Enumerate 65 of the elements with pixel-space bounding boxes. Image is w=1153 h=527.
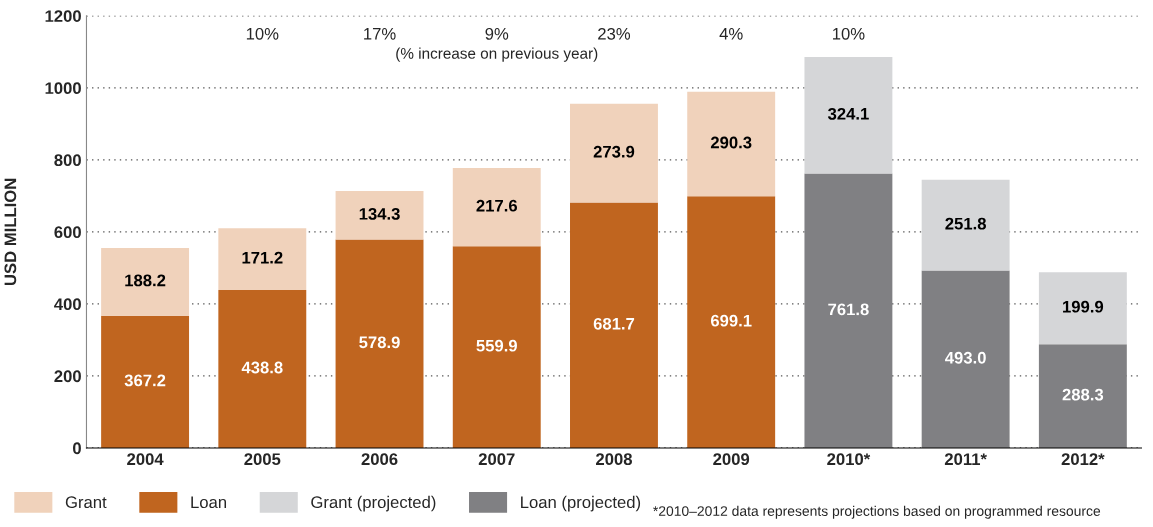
y-axis-title: USD MILLION	[4, 178, 17, 286]
bar	[921, 270, 1010, 448]
data-label: 559.9	[476, 339, 517, 352]
legend-label: Grant (projected)	[311, 495, 436, 512]
annotation: 4%	[719, 28, 743, 40]
annotation: (% increase on previous year)	[396, 47, 598, 62]
bar	[218, 228, 307, 290]
x-tick-label: 2006	[361, 453, 398, 466]
bar	[452, 167, 541, 247]
x-tick-label: 2010*	[827, 453, 871, 466]
data-label: 171.2	[242, 251, 283, 264]
bar	[1038, 272, 1127, 345]
x-tick-label: 2008	[596, 453, 632, 466]
y-tick-label: 400	[54, 298, 81, 311]
y-tick-label: 1200	[45, 10, 81, 23]
bar	[335, 239, 424, 448]
annotation: 10%	[833, 27, 865, 40]
legend-label: Loan	[191, 496, 227, 509]
bar	[218, 289, 307, 448]
data-label: 681.7	[593, 317, 635, 330]
data-label: 134.3	[359, 207, 400, 220]
data-label: 493.0	[945, 351, 986, 364]
bar	[452, 246, 541, 448]
bar	[335, 191, 424, 240]
data-label: 324.1	[827, 107, 869, 120]
bar	[687, 91, 776, 197]
x-tick-label: 2011*	[944, 453, 987, 466]
data-label: 699.1	[710, 314, 752, 327]
data-label: 761.8	[828, 303, 869, 316]
x-tick-label: 2005	[244, 453, 281, 466]
text: *2010–2012 data represents projections based on programmed resource	[653, 505, 1101, 519]
annotation: 17%	[364, 28, 396, 40]
bar	[687, 196, 776, 448]
bar	[101, 315, 190, 448]
y-tick-label: 0	[73, 442, 81, 455]
data-label: 438.8	[241, 361, 283, 374]
bar	[1038, 344, 1127, 448]
annotation: 10%	[246, 27, 279, 40]
bar	[570, 202, 658, 448]
bar	[804, 56, 893, 174]
bar	[921, 179, 1010, 271]
bar	[570, 103, 658, 203]
data-label: 273.9	[593, 145, 635, 158]
x-tick-label: 2004	[127, 453, 164, 466]
legend-label: Grant	[65, 496, 107, 509]
data-label: 188.2	[125, 274, 166, 287]
x-tick-label: 2012*	[1061, 453, 1105, 466]
legend-label: Loan (projected)	[521, 495, 641, 512]
annotation: 23%	[598, 27, 631, 40]
data-label: 199.9	[1063, 300, 1104, 313]
y-tick-label: 200	[54, 370, 81, 383]
x-tick-label: 2007	[478, 453, 515, 466]
data-label: 290.3	[710, 136, 752, 149]
x-tick-label: 2009	[713, 453, 750, 466]
data-label: 578.9	[359, 336, 400, 349]
y-tick-label: 1000	[45, 82, 81, 95]
data-label: 288.3	[1062, 388, 1104, 401]
data-label: 251.8	[945, 217, 986, 230]
y-tick-label: 800	[54, 154, 81, 167]
bar	[101, 247, 190, 316]
y-tick-label: 600	[54, 226, 81, 239]
annotation: 9%	[485, 27, 509, 40]
data-label: 217.6	[476, 199, 517, 212]
bar	[804, 173, 893, 448]
data-label: 367.2	[124, 374, 166, 387]
